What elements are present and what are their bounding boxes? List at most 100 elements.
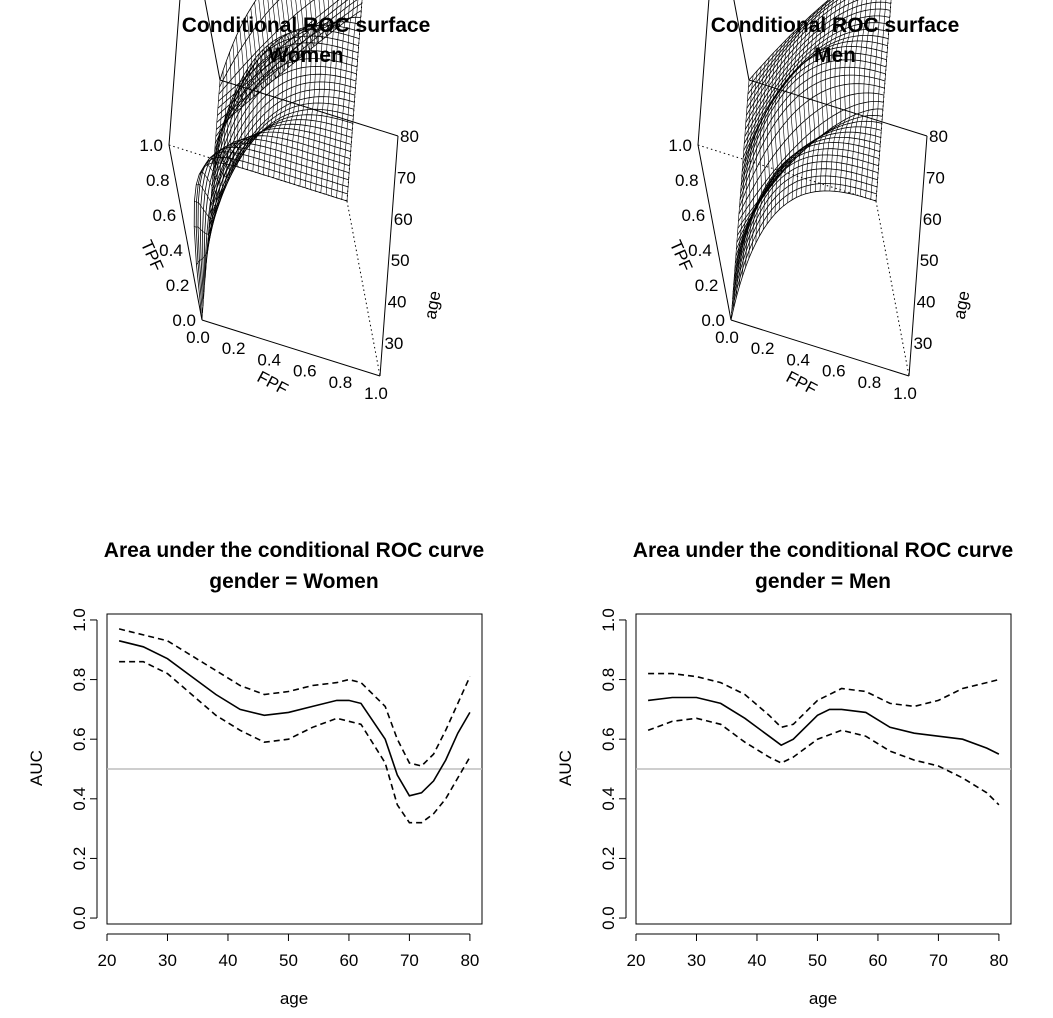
- tpf-tick-label: 0.8: [146, 171, 170, 190]
- mesh-line-fpf: [860, 0, 877, 197]
- mesh-line-fpf: [262, 0, 296, 175]
- y-axis: 0.0 0.2 0.4 0.6 0.8 1.0: [599, 608, 627, 930]
- tpf-tick-label: 0.8: [675, 171, 699, 190]
- mesh-line-fpf: [733, 75, 754, 309]
- mesh-line-fpf: [283, 0, 313, 182]
- fpf-tick-label: 1.0: [893, 384, 917, 403]
- x-tick-label: 80: [989, 951, 1008, 970]
- auc-estimate-line: [648, 696, 1000, 755]
- box-edge: [204, 0, 221, 81]
- mesh-line-fpf: [762, 35, 791, 230]
- x-tick-label: 20: [98, 951, 117, 970]
- auc-panel-men: Area under the conditional ROC curve gen…: [556, 539, 1013, 1008]
- age-tick-label: 30: [913, 334, 932, 353]
- x-tick-label: 60: [339, 951, 358, 970]
- box-edge: [733, 0, 750, 81]
- mesh-line-fpf: [778, 19, 807, 210]
- mesh-line-fpf: [346, 0, 363, 202]
- age-tick-label: 60: [394, 210, 413, 229]
- surface-panel-men: Conditional ROC surface Men 0.00.20.40.6…: [666, 0, 973, 403]
- surface-box: [697, 0, 928, 377]
- mesh-line-fpf: [783, 15, 811, 207]
- x-tick-label: 70: [929, 951, 948, 970]
- y-axis-label: AUC: [556, 750, 575, 786]
- box-edge: [219, 79, 399, 137]
- x-tick-label: 50: [279, 951, 298, 970]
- age-tick-label: 40: [388, 293, 407, 312]
- confidence-band-line: [647, 717, 1000, 806]
- mesh-line-fpf: [268, 0, 300, 177]
- y-tick-label: 0.4: [599, 787, 618, 811]
- y-axis-label: age: [421, 289, 445, 320]
- mesh-line-fpf: [865, 0, 882, 198]
- mesh-line-fpf: [199, 36, 240, 196]
- mesh-line-fpf: [194, 61, 228, 235]
- fpf-tick-label: 0.4: [257, 350, 281, 369]
- mesh-line-fpf: [736, 70, 758, 297]
- mesh-line-fpf: [278, 0, 308, 180]
- y-tick-label: 1.0: [70, 608, 89, 632]
- y-tick-label: 0.8: [599, 668, 618, 692]
- age-axis-edge: [908, 135, 928, 377]
- x-tick-label: 30: [687, 951, 706, 970]
- x-axis-label: FPF: [254, 367, 291, 399]
- mesh-line-fpf: [849, 0, 867, 194]
- x-tick-label: 50: [808, 951, 827, 970]
- mesh-line-fpf: [341, 0, 359, 200]
- mesh-line-fpf: [791, 7, 820, 200]
- mesh-line-fpf: [854, 0, 872, 195]
- x-tick-label: 40: [748, 951, 767, 970]
- mesh-line-fpf: [875, 0, 892, 202]
- mesh-line-fpf: [774, 23, 803, 215]
- mesh-line-fpf: [824, 0, 846, 191]
- y-tick-label: 0.0: [70, 906, 89, 930]
- y-tick-label: 0.2: [70, 847, 89, 871]
- fpf-axis-edge: [201, 319, 381, 377]
- mesh-line-fpf: [202, 28, 245, 187]
- x-axis: 20 30 40 50 60 70 80: [98, 933, 479, 970]
- fpf-tick-label: 0.6: [293, 362, 317, 381]
- mesh-line-fpf: [315, 0, 338, 192]
- age-tick-labels: 30 40 50 60 70 80: [913, 127, 947, 353]
- mesh-line-fpf: [289, 0, 317, 183]
- box-edge: [748, 79, 928, 137]
- mesh-line-fpf: [252, 0, 287, 172]
- tpf-tick-labels: 0.0 0.2 0.4 0.6 0.8 1.0: [139, 136, 196, 330]
- box-edge: [697, 0, 710, 146]
- mesh-line-fpf: [745, 57, 770, 268]
- mesh-line-fpf: [226, 0, 266, 165]
- mesh-line-fpf: [814, 0, 838, 192]
- mesh-line-age: [748, 0, 830, 81]
- mesh-line-fpf: [739, 66, 762, 287]
- tpf-tick-label: 0.6: [682, 206, 706, 225]
- surface-mesh: [193, 0, 363, 321]
- mesh-line-fpf: [320, 0, 342, 193]
- x-tick-label: 60: [868, 951, 887, 970]
- tpf-tick-label: 0.0: [701, 311, 725, 330]
- tpf-tick-label: 0.4: [688, 241, 712, 260]
- fpf-tick-label: 0.8: [858, 373, 882, 392]
- x-axis: 20 30 40 50 60 70 80: [627, 933, 1008, 970]
- age-tick-label: 50: [920, 251, 939, 270]
- age-tick-label: 70: [926, 168, 945, 187]
- mesh-line-fpf: [800, 0, 828, 196]
- confidence-band-line: [118, 628, 471, 767]
- age-tick-label: 30: [384, 334, 403, 353]
- auc-lines: [118, 628, 471, 824]
- tpf-tick-label: 0.4: [159, 241, 183, 260]
- age-tick-label: 40: [917, 293, 936, 312]
- fpf-tick-label: 1.0: [364, 384, 388, 403]
- mesh-line-fpf: [231, 0, 270, 166]
- mesh-line-fpf: [759, 39, 787, 237]
- mesh-line-fpf: [805, 0, 831, 194]
- panel-title: Area under the conditional ROC curve: [633, 539, 1013, 562]
- panel-title: Conditional ROC surface: [711, 14, 960, 37]
- y-tick-label: 0.0: [599, 906, 618, 930]
- mesh-line-fpf: [216, 8, 257, 164]
- mesh-line-fpf: [257, 0, 291, 174]
- surface-box: [168, 0, 399, 377]
- box-edge-hidden: [875, 200, 910, 377]
- panel-title: Conditional ROC surface: [182, 14, 431, 37]
- x-axis-label: FPF: [783, 367, 820, 399]
- mesh-line-fpf: [766, 31, 795, 224]
